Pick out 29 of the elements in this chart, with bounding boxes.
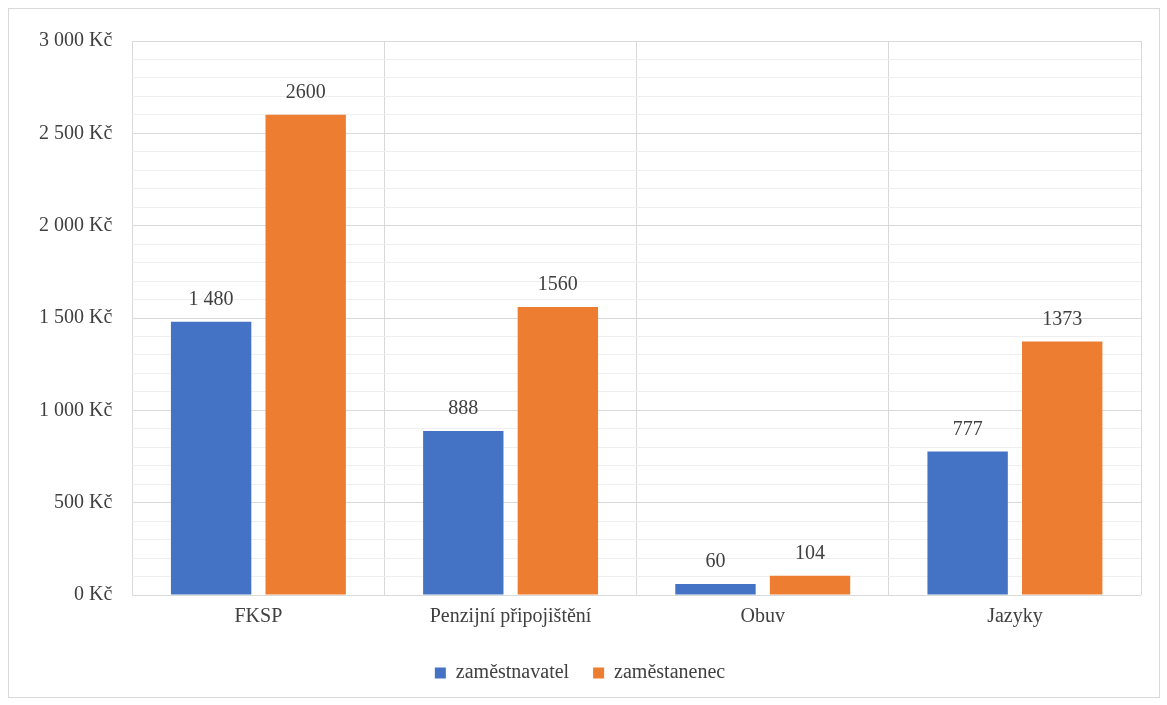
- data-label: 1 480: [188, 286, 234, 309]
- bar: [170, 321, 252, 595]
- y-tick-label: 1 500 Kč: [38, 305, 113, 328]
- y-tick-label: 1 000 Kč: [38, 397, 113, 420]
- data-label: 777: [952, 416, 983, 439]
- bar: [265, 114, 346, 595]
- bar: [675, 583, 756, 595]
- x-tick-label: Jazyky: [987, 604, 1043, 628]
- y-tick-label: 2 000 Kč: [38, 212, 113, 235]
- bar: [769, 575, 851, 595]
- data-label: 60: [705, 549, 726, 572]
- legend-label: zaměstnavatel: [455, 660, 570, 683]
- x-tick-label: Obuv: [740, 604, 785, 627]
- y-tick-label: 500 Kč: [53, 489, 113, 512]
- bar: [423, 431, 504, 595]
- data-label: 1373: [1042, 306, 1083, 329]
- y-tick-label: 0 Kč: [73, 582, 113, 605]
- x-tick-label: Penzijní připojištění: [429, 604, 592, 628]
- legend-label: zaměstanenec: [614, 660, 726, 683]
- data-label: 104: [795, 541, 826, 564]
- bar: [927, 451, 1008, 595]
- y-tick-label: 3 000 Kč: [38, 28, 113, 51]
- bar: [517, 306, 599, 595]
- data-label: 888: [448, 396, 479, 419]
- x-tick-label: FKSP: [234, 604, 283, 627]
- data-label: 1560: [537, 272, 578, 295]
- y-tick-label: 2 500 Kč: [38, 120, 113, 143]
- bar: [1022, 341, 1103, 595]
- data-label: 2600: [285, 80, 326, 103]
